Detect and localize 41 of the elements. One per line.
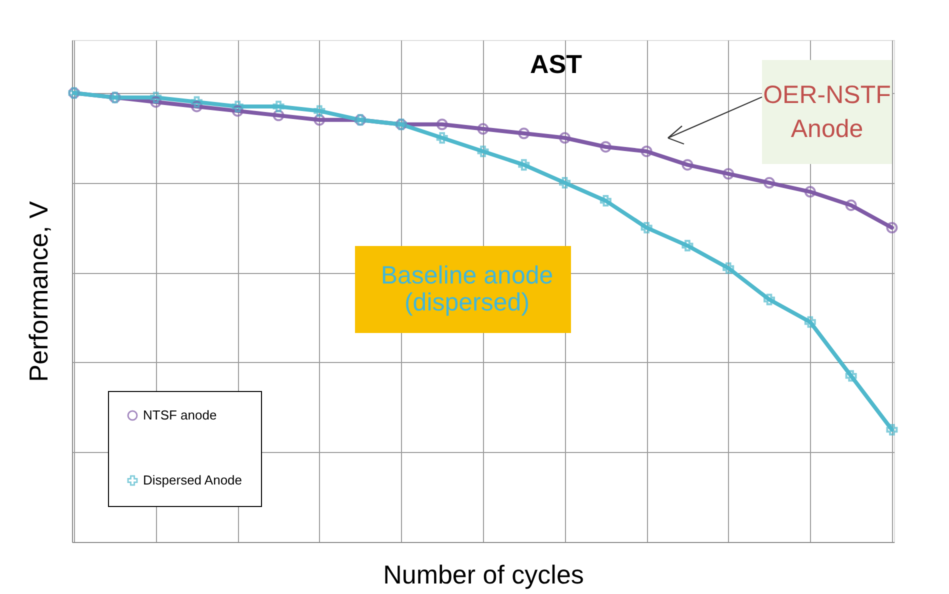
point xyxy=(640,222,652,234)
legend-label: Dispersed Anode xyxy=(143,472,242,488)
annotation: Baseline anode (dispersed) xyxy=(380,262,554,316)
point xyxy=(518,128,530,140)
y-axis-title: Performance, V xyxy=(24,200,54,382)
point xyxy=(190,96,202,108)
point xyxy=(232,100,244,112)
point xyxy=(600,195,612,206)
point xyxy=(190,100,202,112)
point xyxy=(682,240,694,252)
point xyxy=(722,168,734,180)
point xyxy=(886,222,898,234)
point xyxy=(764,177,776,189)
chart-title: AST xyxy=(530,49,582,79)
point xyxy=(232,105,244,117)
point xyxy=(845,370,857,382)
point xyxy=(314,114,326,126)
point xyxy=(640,146,652,158)
point xyxy=(314,105,326,117)
point xyxy=(886,424,898,436)
point xyxy=(272,110,284,122)
point xyxy=(477,146,489,158)
legend-label: NTSF anode xyxy=(143,408,217,422)
point xyxy=(722,262,734,274)
point xyxy=(804,186,816,198)
point xyxy=(682,159,694,171)
point xyxy=(845,200,857,211)
point xyxy=(436,132,448,144)
point xyxy=(600,141,612,153)
point xyxy=(764,294,776,306)
x-axis-title: Number of cycles xyxy=(383,560,584,590)
point xyxy=(804,316,816,328)
annotation: OER-NSTF Anode xyxy=(763,81,891,143)
point xyxy=(559,177,571,189)
point xyxy=(150,92,162,104)
point xyxy=(518,159,530,171)
point xyxy=(150,96,162,108)
point xyxy=(272,100,284,112)
point xyxy=(436,118,448,130)
point xyxy=(559,132,571,144)
point xyxy=(477,123,489,135)
